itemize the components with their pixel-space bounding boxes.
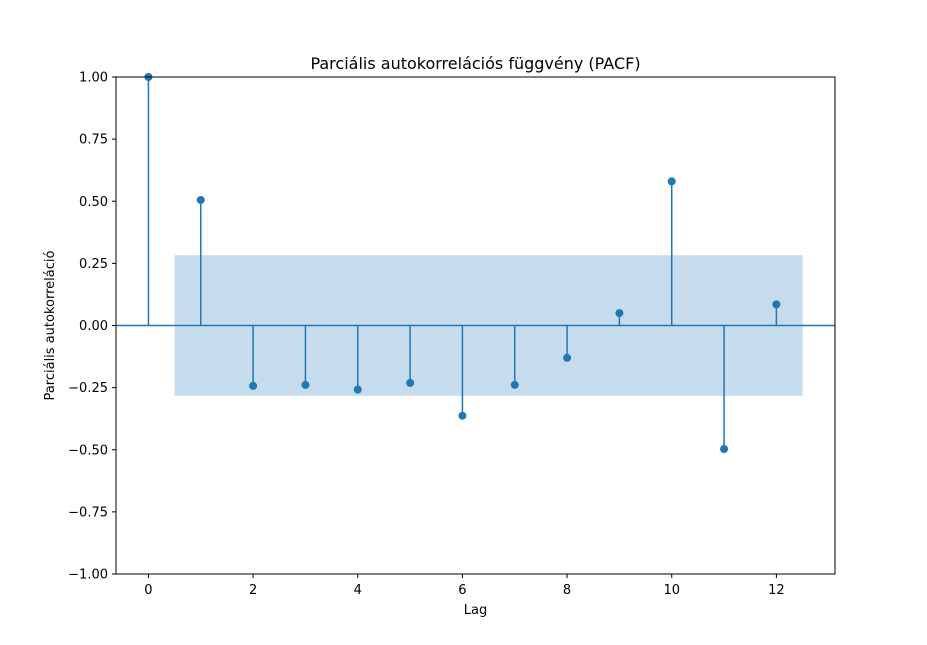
x-tick-label: 6: [458, 583, 466, 598]
x-tick-label: 10: [663, 583, 680, 598]
y-tick-label: 1.00: [79, 71, 108, 86]
y-axis-ticks: −1.00 −0.75 −0.50 −0.25 0.00 0.25 0.50 0.75 1.00: [68, 71, 116, 583]
pacf-point-lag-11: [720, 445, 729, 454]
x-tick-label: 4: [354, 583, 362, 598]
pacf-point-lag-1: [196, 196, 205, 205]
x-tick-label: 8: [563, 583, 571, 598]
pacf-point-lag-2: [249, 381, 258, 390]
stem-layer: [147, 77, 778, 450]
x-tick-label: 2: [249, 583, 257, 598]
y-tick-label: 0.00: [79, 319, 108, 334]
pacf-point-lag-3: [301, 380, 310, 389]
pacf-point-lag-4: [353, 385, 362, 394]
pacf-point-lag-10: [667, 177, 676, 186]
y-tick-label: 0.25: [79, 257, 108, 272]
marker-layer: [144, 73, 781, 454]
y-axis-title: Parciális autokorreláció: [43, 251, 58, 401]
chart-title: Parciális autokorrelációs függvény (PACF…: [310, 54, 640, 73]
pacf-point-lag-5: [406, 378, 415, 387]
pacf-point-lag-6: [458, 411, 467, 420]
pacf-point-lag-12: [772, 300, 781, 309]
y-tick-label: 0.75: [79, 133, 108, 148]
y-tick-label: −0.50: [68, 443, 108, 458]
y-tick-label: −1.00: [68, 568, 108, 583]
y-tick-label: −0.75: [68, 505, 108, 520]
pacf-point-lag-7: [510, 380, 519, 389]
pacf-point-lag-8: [563, 353, 572, 362]
x-axis-title: Lag: [464, 603, 487, 618]
y-tick-label: 0.50: [79, 195, 108, 210]
x-tick-label: 12: [768, 583, 785, 598]
pacf-point-lag-9: [615, 309, 624, 318]
x-axis-ticks: 0 2 4 6 8 10 12: [144, 574, 785, 598]
y-tick-label: −0.25: [68, 381, 108, 396]
x-tick-label: 0: [144, 583, 152, 598]
